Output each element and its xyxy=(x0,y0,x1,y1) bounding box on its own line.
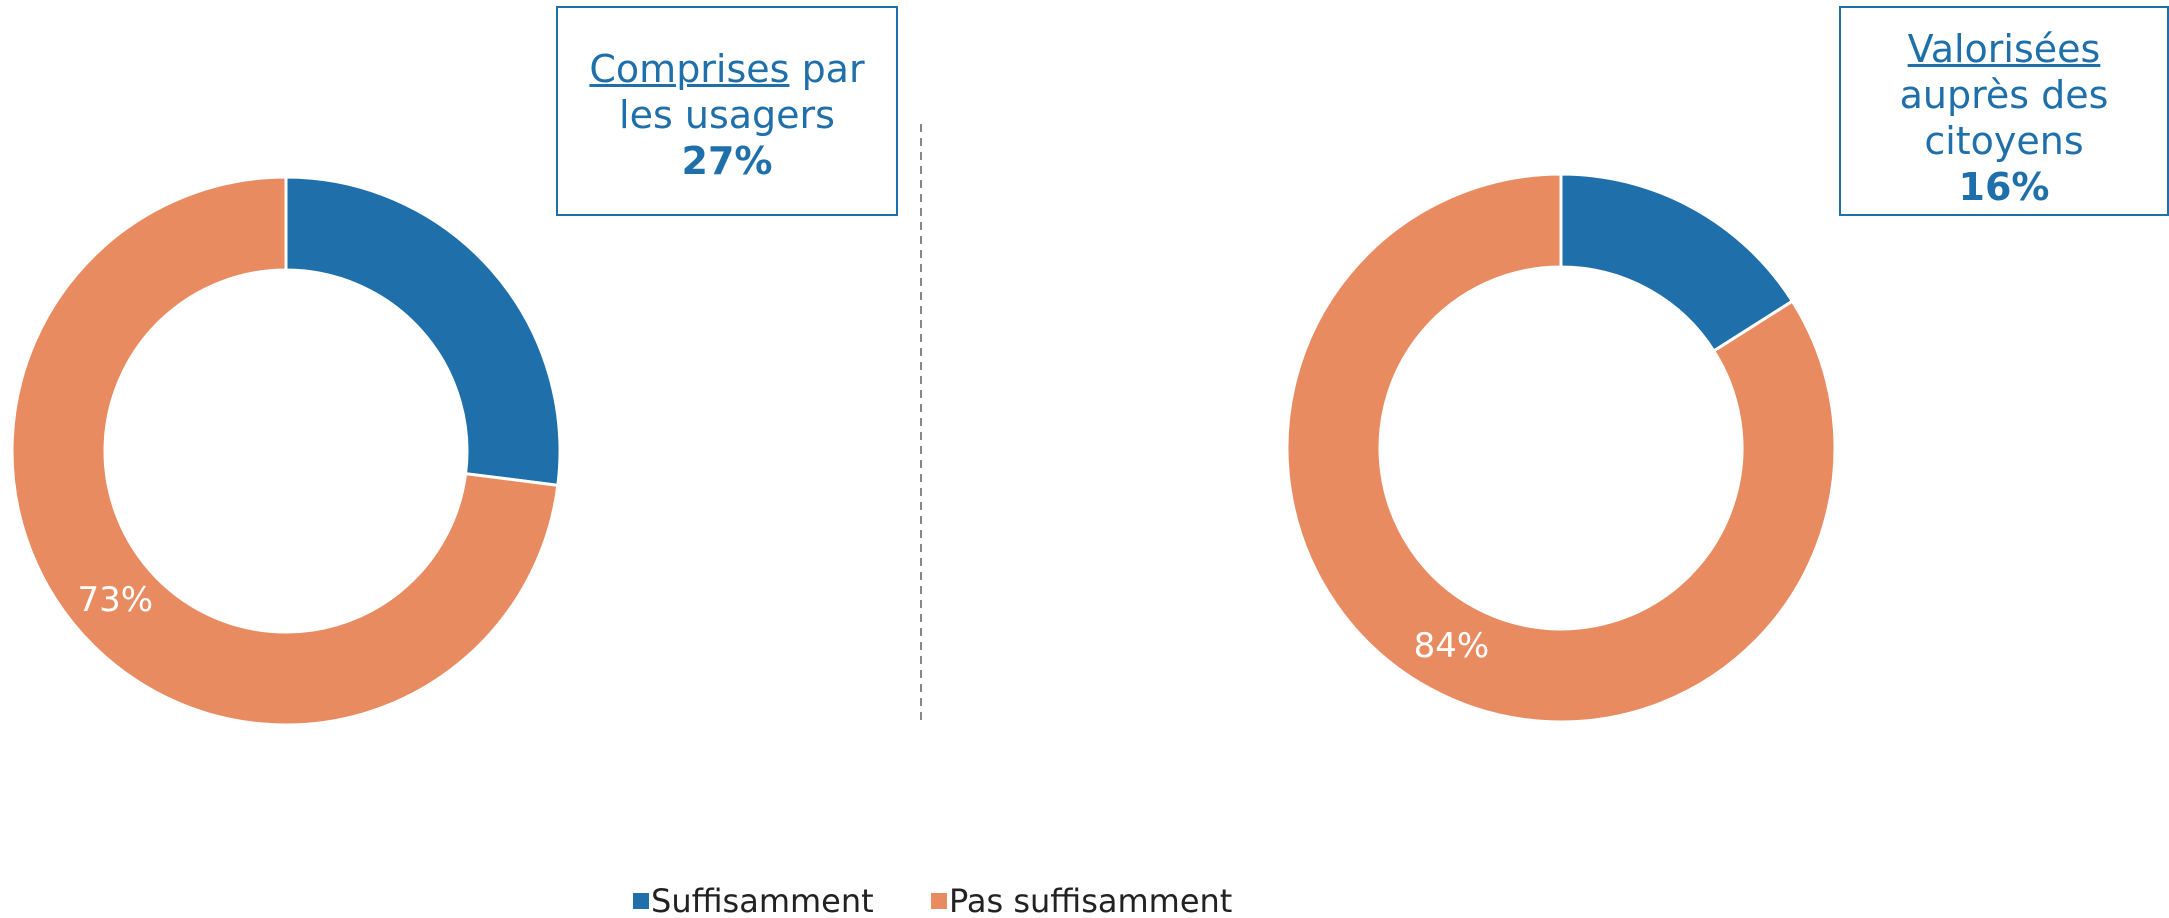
data-label: 73% xyxy=(78,580,154,620)
donut-segment xyxy=(10,175,560,727)
callout-title: Comprises xyxy=(589,47,790,91)
donut-segment xyxy=(284,175,562,488)
legend-swatch xyxy=(931,893,947,909)
data-label: 84% xyxy=(1414,626,1490,666)
callout-value: 16% xyxy=(1958,165,2050,209)
legend-label: Pas suffisamment xyxy=(949,882,1232,918)
callout-title: auprès des citoyens xyxy=(1899,73,2109,163)
callout: Comprises par les usagers 27% xyxy=(556,6,898,216)
callout: Valorisées auprès des citoyens 16% xyxy=(1839,6,2169,216)
legend-label: Suffisamment xyxy=(651,882,874,918)
callout-value: 27% xyxy=(681,139,773,183)
callout-title: par les usagers xyxy=(619,47,865,137)
callout-title: Valorisées xyxy=(1907,27,2101,71)
legend-swatch xyxy=(633,893,649,909)
donut-segment xyxy=(1285,172,1837,724)
